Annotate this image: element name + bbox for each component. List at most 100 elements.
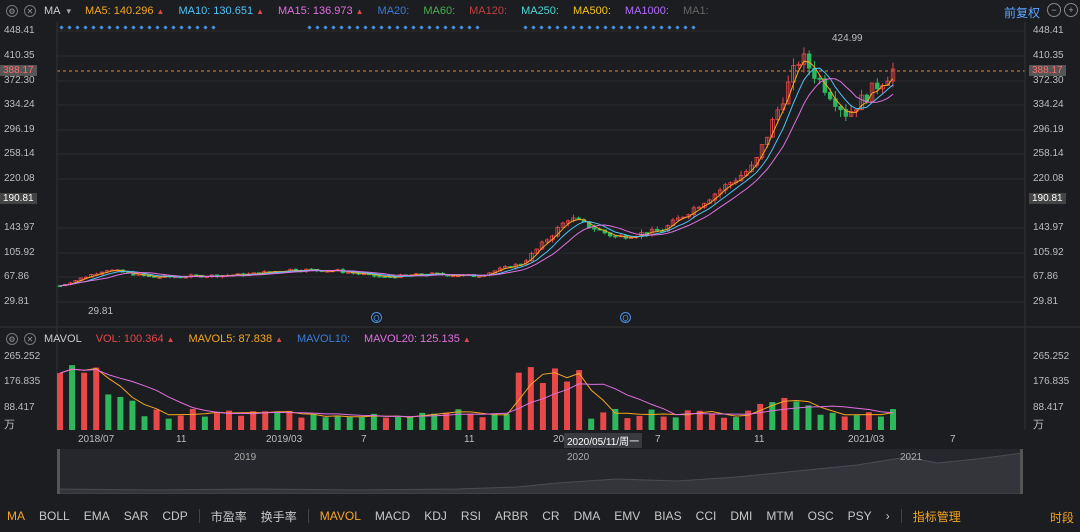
navigator-handle-left[interactable]: [57, 449, 60, 494]
indicator-manage-button[interactable]: 指标管理: [912, 509, 961, 524]
tab-arbr[interactable]: ARBR: [494, 509, 529, 523]
close-icon[interactable]: ✕: [24, 333, 36, 345]
tab-rsi[interactable]: RSI: [460, 509, 481, 523]
volume-bar: [226, 410, 233, 430]
adjust-button[interactable]: 前复权: [1003, 6, 1040, 20]
current-price-tag-right: 388.17: [1029, 65, 1066, 76]
signal-marker: [171, 25, 176, 30]
candle-body: [728, 182, 733, 186]
tab-bias[interactable]: BIAS: [654, 509, 682, 523]
period-button[interactable]: 时段: [1049, 511, 1074, 525]
volume-bar: [696, 410, 703, 430]
volume-bar: [69, 365, 76, 430]
tab-mtm[interactable]: MTM: [766, 509, 794, 523]
settings-icon[interactable]: ⚙: [6, 333, 18, 345]
price-tick-label: 105.92: [4, 247, 35, 258]
signal-icon[interactable]: Q: [620, 312, 631, 323]
tab-市盈率[interactable]: 市盈率: [210, 509, 247, 524]
signal-marker: [131, 25, 136, 30]
signal-marker: [107, 25, 112, 30]
plus-icon[interactable]: +: [1064, 3, 1078, 17]
signal-marker: [691, 25, 696, 30]
range-navigator[interactable]: [57, 449, 1023, 494]
signal-marker: [347, 25, 352, 30]
candle-body: [875, 82, 880, 90]
date-tick-label: 2021/03: [848, 434, 885, 445]
volume-bar: [890, 409, 896, 430]
volume-bar: [57, 373, 63, 430]
candle-body: [655, 228, 660, 232]
chevron-down-icon[interactable]: ▾: [66, 5, 72, 16]
signal-marker: [331, 25, 336, 30]
signal-marker: [411, 25, 416, 30]
tab-psy[interactable]: PSY: [847, 509, 872, 523]
current-price-tag-left: 388.17: [0, 65, 37, 76]
signal-marker: [379, 25, 384, 30]
tab-macd[interactable]: MACD: [374, 509, 411, 523]
navigator-handle-right[interactable]: [1020, 449, 1023, 494]
signal-marker: [467, 25, 472, 30]
tab-dmi[interactable]: DMI: [730, 509, 753, 523]
price-tick-label: 29.81: [1033, 296, 1059, 307]
tab-ema[interactable]: EMA: [83, 509, 110, 523]
tab-sar[interactable]: SAR: [123, 509, 149, 523]
price-tick-label: 143.97: [4, 222, 35, 233]
tab-cci[interactable]: CCI: [695, 509, 717, 523]
volume-bar: [238, 415, 245, 430]
signal-marker: [307, 25, 312, 30]
volume-bar: [588, 418, 595, 430]
settings-icon[interactable]: ⚙: [6, 5, 18, 17]
tab-osc[interactable]: OSC: [807, 509, 834, 523]
price-tick-label: 220.08: [1033, 173, 1064, 184]
date-tick-label: 7: [361, 434, 367, 445]
volume-bar: [262, 411, 269, 430]
tab-emv[interactable]: EMV: [614, 509, 641, 523]
volume-bar: [467, 413, 474, 430]
tab-boll[interactable]: BOLL: [39, 509, 70, 523]
candle-body: [859, 94, 864, 111]
ma-value: MA120:: [469, 5, 508, 17]
signal-icon[interactable]: Q: [371, 312, 382, 323]
tab-cdp[interactable]: CDP: [162, 509, 188, 523]
volume-bar: [395, 416, 402, 430]
up-arrow-icon: ▲: [355, 7, 364, 16]
volume-bar: [865, 412, 872, 430]
date-tick-label: 7: [655, 434, 661, 445]
price-tick-label: 258.14: [1033, 148, 1064, 159]
tab-mavol[interactable]: MAVOL: [319, 509, 361, 523]
signal-marker: [635, 25, 640, 30]
up-arrow-icon: ▲: [256, 7, 264, 16]
more-tabs-button[interactable]: ›: [885, 509, 890, 523]
ma-indicator-bar: ⚙ ✕ MA ▾ MA5: 140.296 ▲ MA10: 130.651 ▲ MA15…: [0, 0, 1080, 22]
volume-bar: [769, 402, 776, 430]
candle-body: [796, 63, 801, 66]
signal-marker: [123, 25, 128, 30]
close-icon[interactable]: ✕: [24, 5, 36, 17]
volume-bar: [636, 415, 643, 430]
signal-marker: [443, 25, 448, 30]
volume-bar: [479, 417, 486, 430]
signal-marker: [435, 25, 440, 30]
volume-bar: [600, 412, 607, 430]
signal-marker: [99, 25, 104, 30]
tab-cr[interactable]: CR: [542, 509, 560, 523]
mavol-values: VOL: 100.364 ▲ MAVOL5: 87.838 ▲ MAVOL10: MAVO…: [82, 333, 471, 345]
mavol-line: [59, 367, 894, 418]
tab-kdj[interactable]: KDJ: [424, 509, 447, 523]
tab-换手率[interactable]: 换手率: [260, 509, 297, 524]
signal-marker: [539, 25, 544, 30]
minus-icon[interactable]: −: [1047, 3, 1061, 17]
volume-tick-label: 265.252: [1033, 351, 1070, 362]
hover-date-tag: 2020/05/11/周一: [564, 433, 643, 448]
tab-ma[interactable]: MA: [7, 509, 25, 523]
volume-bar: [648, 409, 655, 430]
volume-bar: [576, 370, 583, 430]
volume-bar: [805, 405, 812, 430]
signal-marker: [451, 25, 456, 30]
mavol-value: MAVOL20: 125.135: [364, 333, 460, 345]
signal-marker: [563, 25, 568, 30]
navigator-year-label: 2020: [567, 452, 590, 463]
tab-dma[interactable]: DMA: [573, 509, 601, 523]
candle-body: [770, 119, 775, 138]
